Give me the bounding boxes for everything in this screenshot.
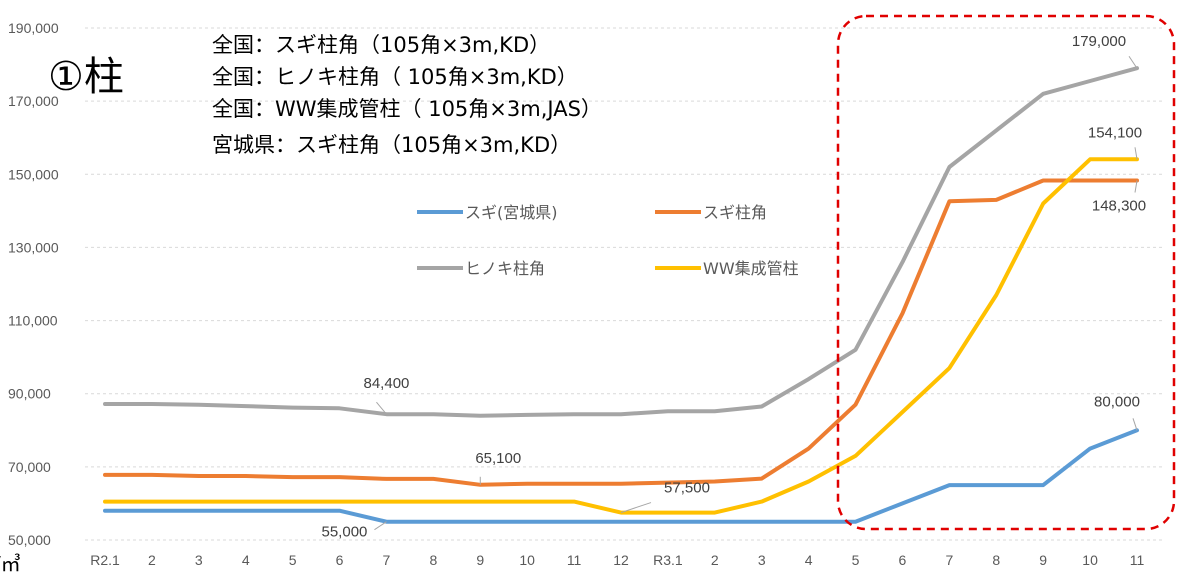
- data-label: 84,400: [364, 375, 410, 392]
- label-leader: [1134, 180, 1138, 193]
- label-leader: [1128, 55, 1138, 69]
- label-leader: [620, 502, 652, 514]
- subtitle-line-3: 全国：WW集成管柱（ 105角×3m,JAS）: [212, 97, 602, 121]
- x-tick-label: 4: [805, 552, 813, 568]
- y-tick-label: 70,000: [8, 459, 51, 475]
- x-tick-label: 3: [758, 552, 766, 568]
- series-line-2: [103, 66, 1139, 418]
- label-leader: [1134, 147, 1138, 160]
- x-tick-label: 5: [852, 552, 860, 568]
- y-tick-label: 50,000: [8, 532, 51, 548]
- data-label: 154,100: [1088, 124, 1142, 141]
- x-tick-label: 9: [1039, 552, 1047, 568]
- x-tick-label: 5: [289, 552, 297, 568]
- label-leader: [1132, 418, 1138, 431]
- x-tick-label: R3.1: [653, 552, 683, 568]
- x-tick-label: R2.1: [90, 552, 120, 568]
- x-tick-label: 2: [711, 552, 719, 568]
- subtitle-line-4: 宮城県：スギ柱角（105角×3m,KD）: [212, 133, 571, 157]
- legend-label: スギ柱角: [703, 203, 767, 222]
- series-line-0: [103, 428, 1139, 524]
- x-tick-label: 6: [899, 552, 907, 568]
- y-tick-label: 150,000: [8, 166, 59, 182]
- subtitle-line-1: 全国：スギ柱角（105角×3m,KD）: [212, 33, 550, 57]
- x-tick-label: 2: [148, 552, 156, 568]
- y-tick-label: 190,000: [8, 20, 59, 36]
- x-tick-label: 10: [519, 552, 535, 568]
- x-tick-label: 4: [242, 552, 250, 568]
- data-label: 57,500: [664, 480, 710, 497]
- x-tick-label: 7: [945, 552, 953, 568]
- data-label: 179,000: [1072, 33, 1126, 50]
- data-label: 80,000: [1094, 393, 1140, 410]
- x-tick-label: 9: [476, 552, 484, 568]
- label-leader: [374, 521, 387, 531]
- x-axis: R2.1 2 3 4 5 6 7 8 9 10 11 12 R3.1 2 3 4 5 6 7 8 9 10 11: [90, 552, 1144, 568]
- x-tick-label: 12: [613, 552, 629, 568]
- x-tick-label: 11: [567, 552, 582, 568]
- x-tick-label: 8: [992, 552, 1000, 568]
- y-tick-label: 170,000: [8, 93, 59, 109]
- series-line-1: [103, 178, 1139, 487]
- x-tick-label: 8: [429, 552, 437, 568]
- data-label: 65,100: [475, 450, 521, 467]
- x-tick-label: 10: [1082, 552, 1098, 568]
- series-line-3: [103, 157, 1139, 515]
- highlight-box: [836, 14, 1176, 531]
- x-tick-label: 11: [1130, 552, 1145, 568]
- y-tick-label: 90,000: [8, 386, 51, 402]
- unit-label: /㎥: [0, 552, 21, 575]
- data-label: 55,000: [322, 524, 368, 541]
- x-tick-label: 3: [195, 552, 203, 568]
- subtitle-line-2: 全国：ヒノキ柱角（ 105角×3m,KD）: [212, 65, 578, 89]
- y-tick-label: 110,000: [8, 313, 58, 329]
- legend-label: WW集成管柱: [703, 259, 799, 278]
- x-tick-label: 7: [383, 552, 391, 568]
- y-tick-label: 130,000: [8, 239, 59, 255]
- x-tick-label: 6: [336, 552, 344, 568]
- y-axis: 50,000 70,000 90,000 110,000 130,000 150,000 1…: [8, 20, 59, 548]
- legend-label: ヒノキ柱角: [465, 259, 545, 278]
- series-lines: [103, 66, 1139, 524]
- data-labels: 84,400 65,100 57,500 55,000 179,000 154,100 14…: [322, 33, 1147, 540]
- data-label: 148,300: [1092, 198, 1146, 215]
- legend-label: スギ(宮城県): [465, 203, 558, 222]
- chart-title: ①柱: [48, 54, 124, 100]
- label-leader: [376, 401, 387, 415]
- gridlines: [85, 27, 1165, 541]
